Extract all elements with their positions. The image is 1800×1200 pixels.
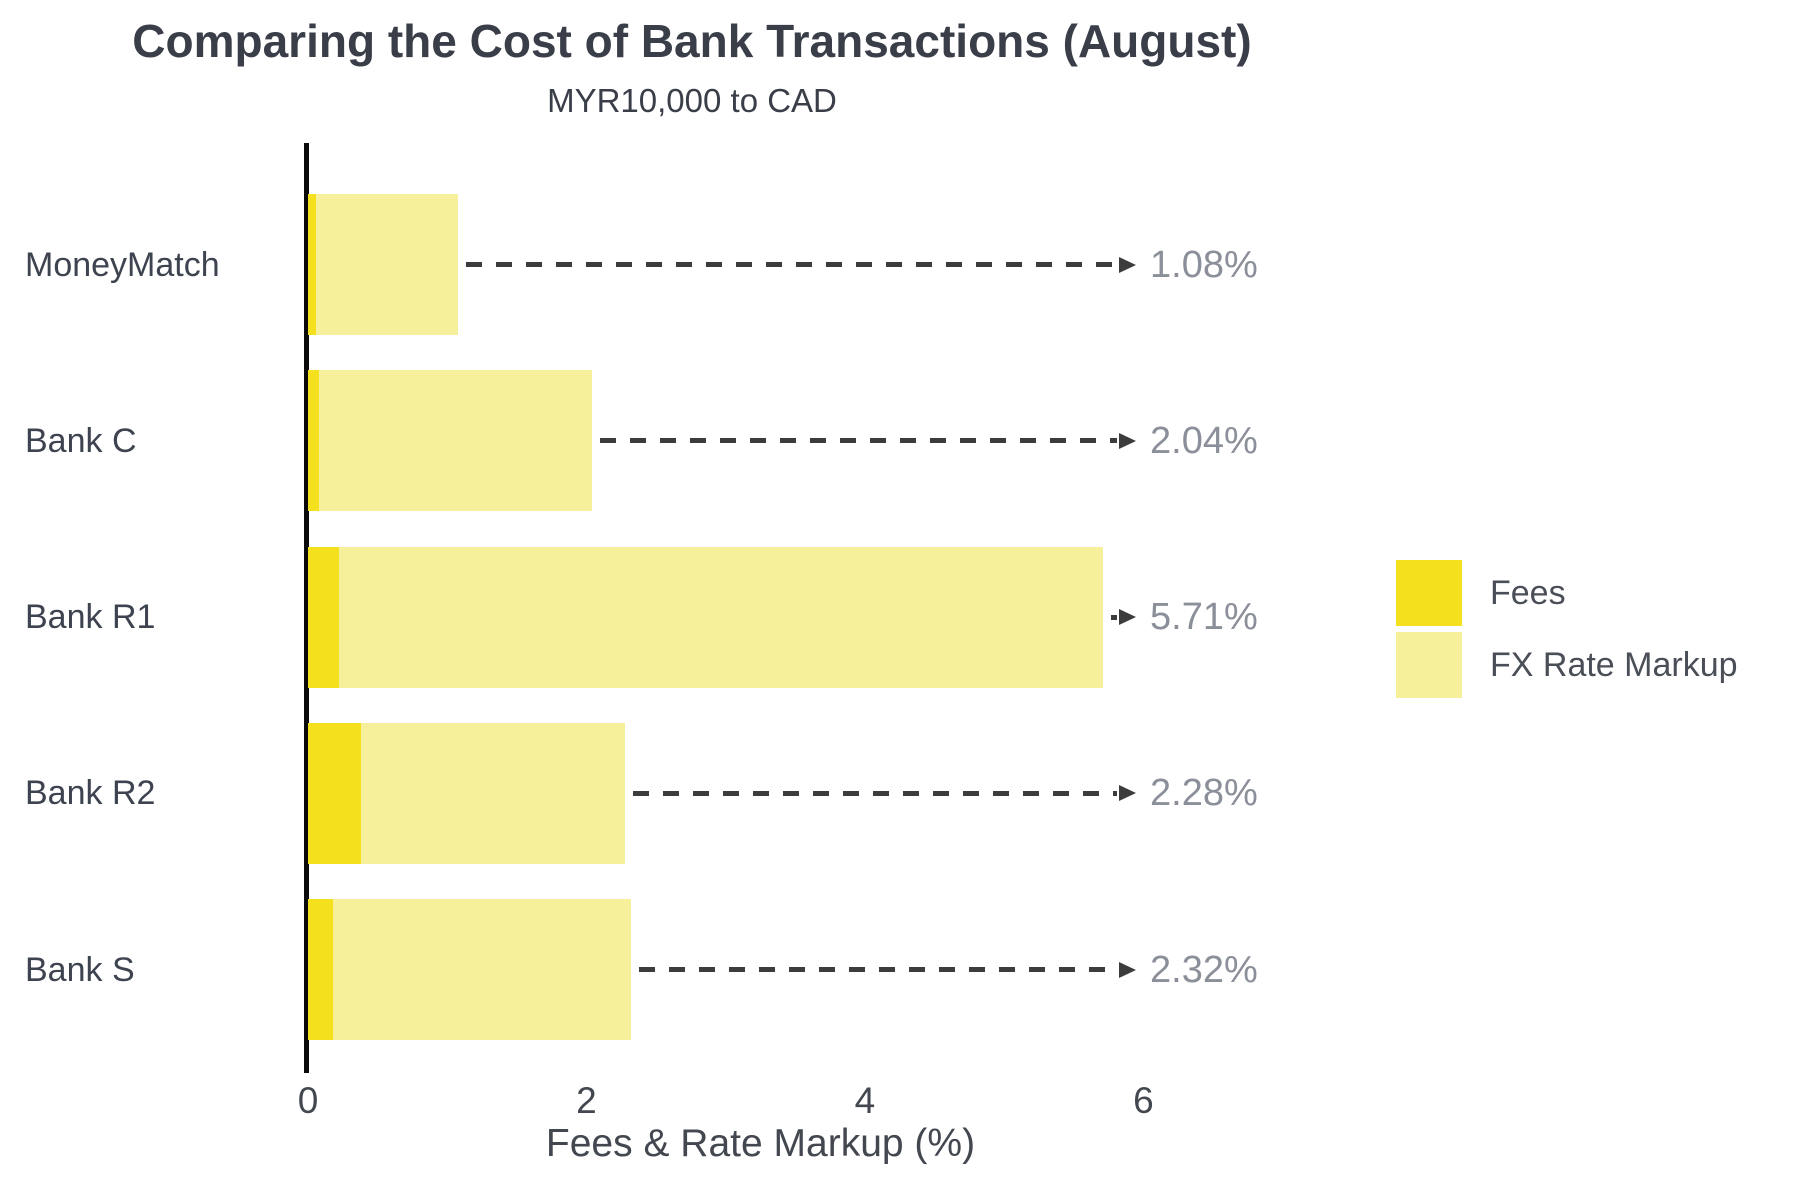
y-axis-spine (304, 143, 309, 1073)
bar-segment-fx-rate-markup (333, 899, 631, 1040)
total-value-label: 5.71% (1150, 596, 1258, 638)
category-label: MoneyMatch (25, 245, 220, 284)
category-label: Bank R2 (25, 774, 156, 813)
bar-segment-fees (308, 370, 320, 512)
total-arrow-dash (633, 790, 1117, 796)
plot-area: 1.08% 2.04% 5.71% 2.28% 2.32% (308, 143, 1258, 1060)
bar-segment-fx-rate-markup (360, 722, 626, 864)
bar-segment-fx-rate-markup (316, 194, 459, 335)
total-arrow-dash (600, 438, 1117, 444)
legend-label-fees: Fees (1490, 574, 1566, 612)
total-value-label: 2.32% (1150, 948, 1258, 991)
total-arrow-dash (1111, 614, 1117, 620)
x-tick-label: 4 (854, 1080, 876, 1121)
x-axis-title: Fees & Rate Markup (%) (545, 1122, 976, 1165)
chart-title: Comparing the Cost of Bank Transactions … (132, 15, 1252, 67)
x-tick-label: 0 (297, 1080, 319, 1121)
category-label: Bank S (25, 950, 135, 989)
total-arrow-head (1119, 609, 1136, 625)
x-tick-label: 6 (1133, 1080, 1154, 1121)
legend-label-fx-rate-markup: FX Rate Markup (1490, 646, 1738, 684)
total-arrow-head (1119, 256, 1136, 273)
total-arrow-head (1119, 961, 1136, 978)
x-tick-label: 2 (576, 1080, 597, 1121)
total-arrow-head (1119, 785, 1136, 802)
bar-segment-fx-rate-markup (338, 546, 1103, 688)
bar-segment-fees (308, 722, 361, 864)
total-value-label: 1.08% (1150, 243, 1258, 286)
total-arrow-dash (639, 967, 1117, 972)
bar-segment-fx-rate-markup (319, 370, 593, 512)
bar-segment-fees (308, 546, 339, 688)
bar-segment-fees (308, 194, 317, 335)
total-value-label: 2.04% (1150, 419, 1258, 462)
total-arrow-dash (466, 262, 1117, 267)
legend-swatch-fx-rate-markup (1396, 632, 1462, 698)
category-label: Bank C (25, 421, 137, 460)
legend-swatch-fees (1396, 560, 1462, 626)
bar-segment-fees (308, 899, 334, 1040)
total-value-label: 2.28% (1150, 772, 1258, 815)
chart-subtitle: MYR10,000 to CAD (547, 82, 837, 119)
total-arrow-head (1119, 432, 1136, 449)
category-label: Bank R1 (25, 598, 156, 636)
